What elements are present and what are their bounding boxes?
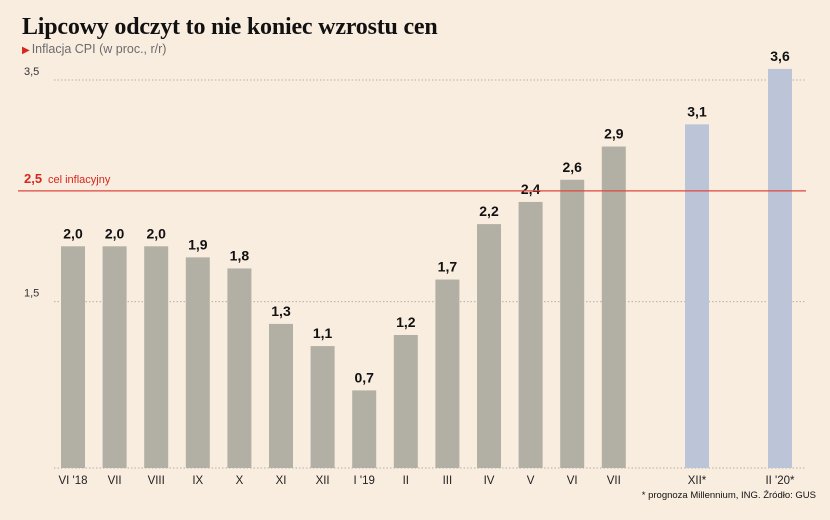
bar [768, 68, 792, 469]
x-tick-label: X [236, 475, 244, 487]
bar [61, 246, 85, 468]
bar [352, 390, 377, 468]
y-tick-label: 1,5 [24, 288, 39, 300]
target-label: cel inflacyjny [48, 174, 111, 186]
data-label: 0,7 [354, 369, 374, 385]
bar [435, 279, 460, 468]
x-tick-label: VIII [148, 475, 165, 487]
data-label: 2,0 [146, 225, 166, 241]
data-label: 2,2 [479, 203, 499, 219]
bar [477, 224, 501, 468]
x-tick-label: XII* [688, 475, 707, 487]
x-tick-label: VI '18 [58, 475, 87, 487]
bar [518, 201, 543, 468]
chart-subtitle-text: Inflacja CPI (w proc., r/r) [31, 42, 167, 56]
x-tick-label: XI [276, 475, 287, 487]
x-tick-label: VI [567, 475, 578, 487]
x-tick-label: III [443, 475, 453, 487]
data-label: 3,6 [770, 48, 790, 64]
data-label: 2,6 [562, 159, 582, 175]
data-label: 1,9 [188, 236, 208, 252]
bar [560, 179, 585, 468]
bar [102, 246, 127, 468]
data-label: 1,8 [230, 247, 250, 263]
x-tick-label: XII [316, 475, 330, 487]
target-value-label: 2,5 [24, 171, 42, 186]
bar [685, 124, 709, 468]
data-label: 1,2 [396, 314, 416, 330]
bar [144, 246, 169, 468]
y-tick-label: 3,5 [24, 66, 39, 78]
bar [310, 346, 335, 468]
chart-subtitle: ▶ Inflacja CPI (w proc., r/r) [22, 42, 166, 56]
triangle-icon: ▶ [22, 45, 30, 56]
x-tick-label: VII [607, 475, 621, 487]
x-tick-label: II [403, 475, 409, 487]
data-label: 2,0 [63, 225, 83, 241]
bar [185, 257, 210, 468]
data-label: 2,4 [521, 181, 541, 197]
x-tick-label: VII [108, 475, 122, 487]
x-tick-label: IX [192, 475, 203, 487]
x-tick-label: IV [484, 475, 495, 487]
x-tick-label: V [527, 475, 535, 487]
data-label: 1,7 [438, 259, 458, 275]
bar [393, 334, 418, 468]
data-label: 1,1 [313, 325, 333, 341]
data-label: 2,9 [604, 126, 624, 142]
bar [227, 268, 252, 468]
bar [601, 146, 626, 468]
bar [269, 323, 293, 468]
x-tick-label: I '19 [354, 475, 375, 487]
data-label: 2,0 [105, 225, 125, 241]
footnote: * prognoza Millennium, ING. Źródło: GUS [641, 490, 816, 501]
chart-title: Lipcowy odczyt to nie koniec wzrostu cen [22, 14, 438, 40]
data-label: 1,3 [271, 303, 291, 319]
data-label: 3,1 [687, 103, 707, 119]
x-tick-label: II '20* [765, 475, 795, 487]
